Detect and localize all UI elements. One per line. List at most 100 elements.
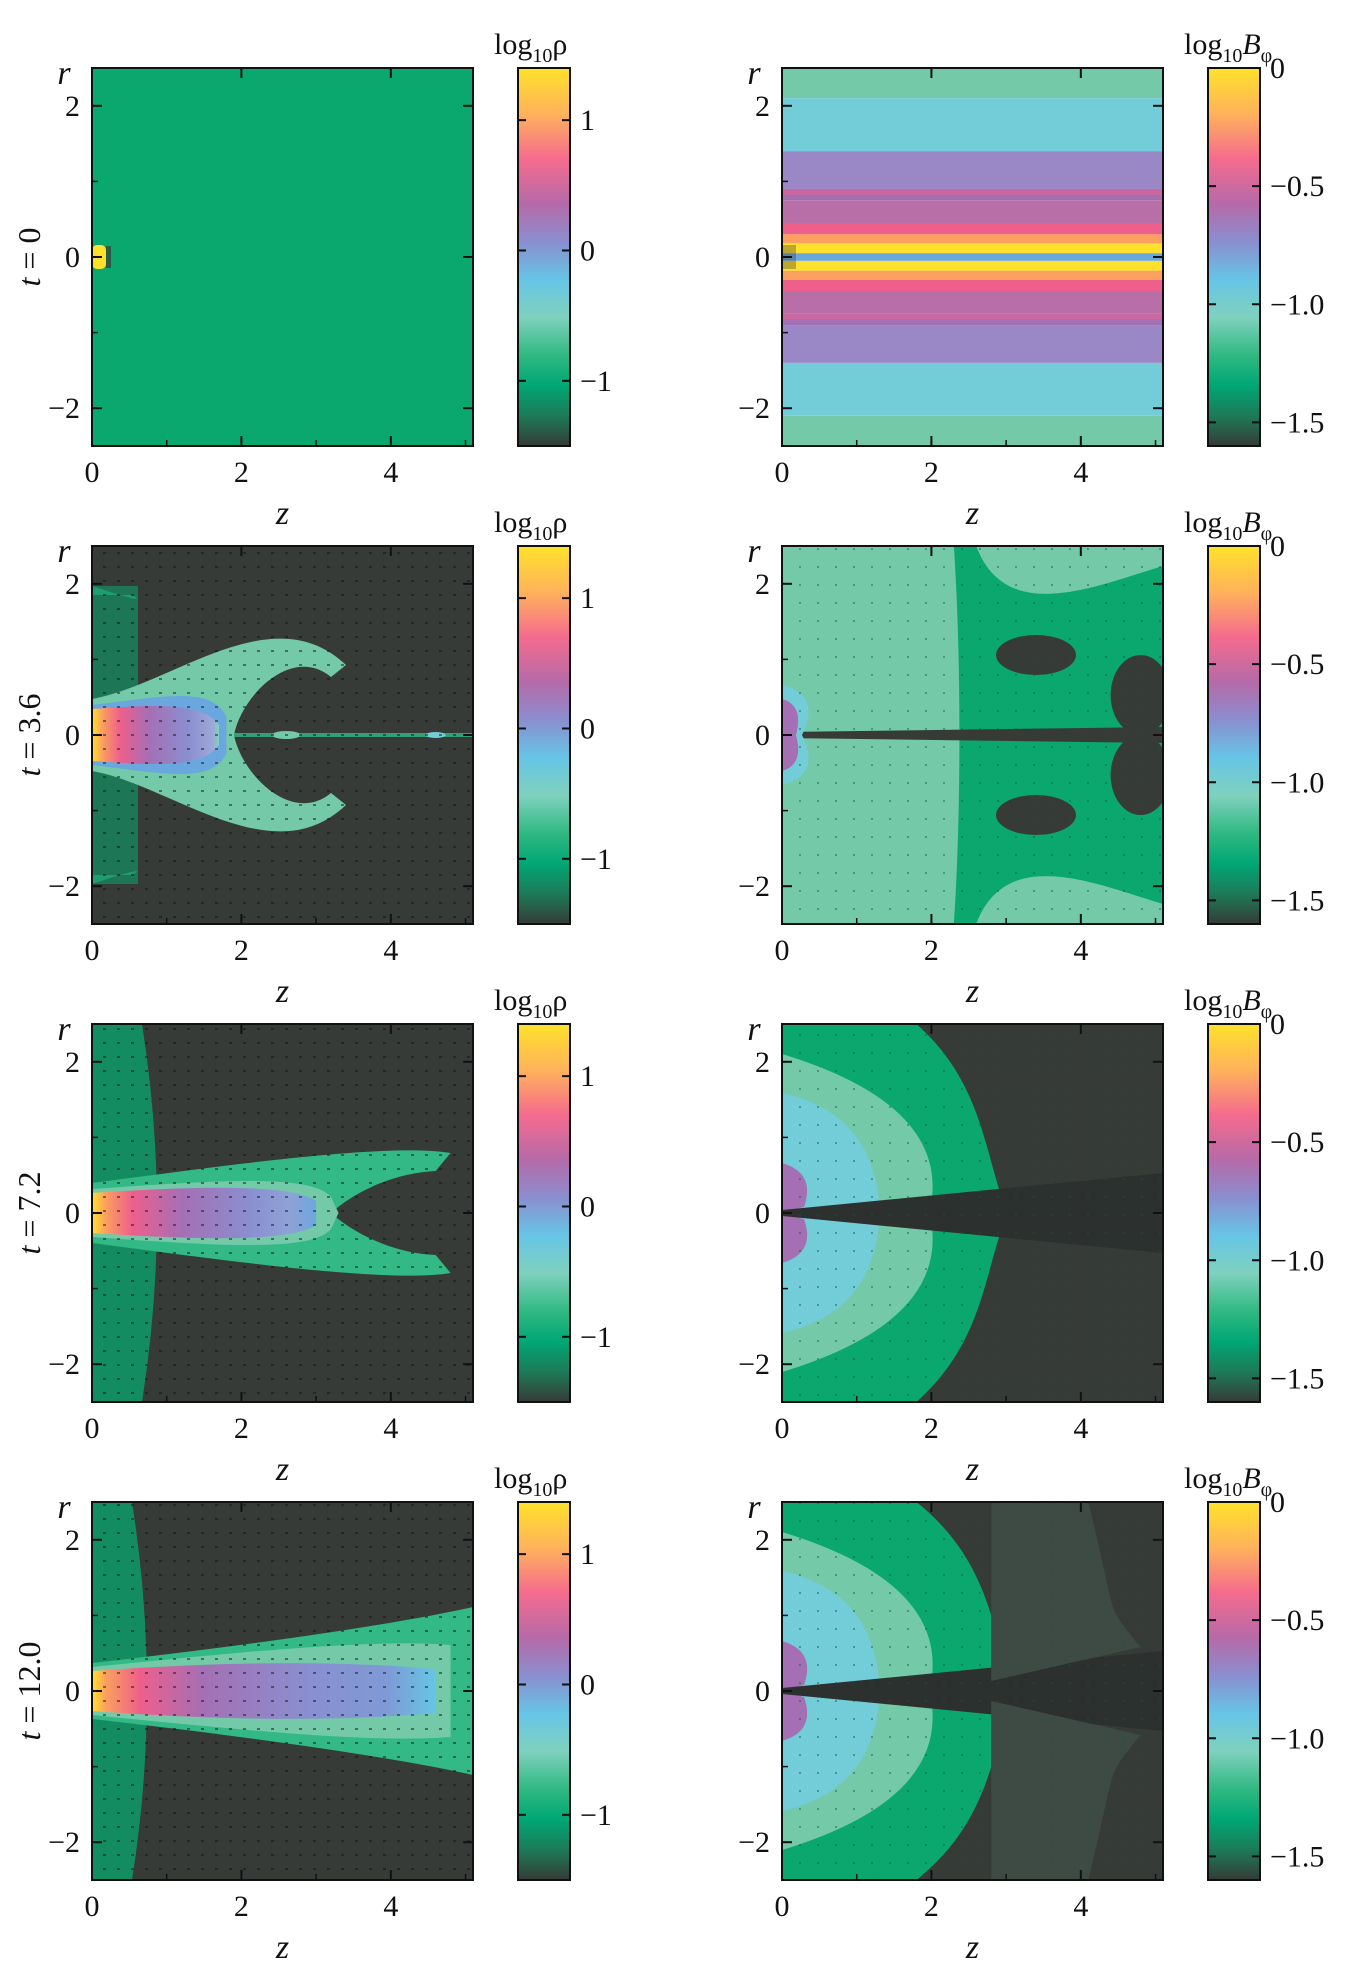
field-band — [782, 243, 1163, 254]
colorbar — [1207, 1023, 1261, 1403]
x-tick-label: 2 — [924, 1412, 939, 1445]
bfield-panel — [782, 546, 1163, 924]
colorbar-tick-label: −1.5 — [1270, 884, 1324, 917]
ambient-medium — [92, 68, 473, 446]
y-tick-label: −2 — [48, 870, 80, 903]
bfield-field — [782, 1024, 1163, 1402]
density-panel — [92, 1502, 473, 1880]
field-band — [782, 270, 1163, 280]
colorbar-tick-label: 0 — [580, 234, 595, 267]
colorbar-title: log10ρ — [494, 506, 567, 545]
panels-layer — [92, 68, 1163, 1880]
bfield-panel — [782, 1024, 1163, 1402]
colorbar-title: log10ρ — [494, 28, 567, 67]
y-tick-label: −2 — [738, 870, 770, 903]
x-axis-label: z — [275, 1929, 289, 1966]
x-tick-label: 4 — [383, 456, 398, 489]
colorbar-tick-label: 1 — [580, 104, 595, 137]
y-tick-label: −2 — [738, 392, 770, 425]
colorbar-tick-label: 0 — [1270, 530, 1285, 563]
colorbar-tick-label: −0.5 — [1270, 1126, 1324, 1159]
x-axis-label: z — [965, 495, 979, 532]
x-axis-label: z — [275, 973, 289, 1010]
density-panel — [92, 546, 473, 924]
y-tick-label: −2 — [48, 1826, 80, 1859]
colorbar-tick-label: 1 — [580, 1538, 595, 1571]
colorbar-tick-label: 0 — [580, 1668, 595, 1701]
nozzle-edge — [106, 246, 111, 268]
x-tick-label: 4 — [1073, 934, 1088, 967]
y-tick-label: −2 — [48, 1348, 80, 1381]
field-band — [782, 257, 1163, 261]
y-axis-label: r — [57, 55, 71, 92]
density-field — [92, 68, 473, 446]
y-tick-label: 2 — [755, 1524, 770, 1557]
velocity-vectors — [782, 1024, 1163, 1402]
x-tick-label: 4 — [1073, 1890, 1088, 1923]
field-band — [782, 325, 1163, 363]
y-tick-label: 0 — [65, 241, 80, 274]
x-tick-label: 0 — [85, 934, 100, 967]
x-tick-label: 2 — [924, 1890, 939, 1923]
bfield-panel — [782, 68, 1163, 446]
colorbar-tick-label: 1 — [580, 582, 595, 615]
density-panel — [92, 1024, 473, 1402]
colorbar-title: log10Bφ — [1184, 1462, 1272, 1501]
x-tick-label: 0 — [775, 456, 790, 489]
bfield-field — [782, 546, 1163, 924]
colorbar — [517, 545, 571, 925]
y-axis-label: r — [57, 1489, 71, 1526]
density-panel — [92, 68, 473, 446]
velocity-vectors — [92, 546, 473, 924]
y-tick-label: 0 — [755, 1197, 770, 1230]
y-tick-label: 2 — [65, 90, 80, 123]
x-tick-label: 4 — [1073, 1412, 1088, 1445]
colorbar-title: log10ρ — [494, 1462, 567, 1501]
colorbar — [1207, 545, 1261, 925]
x-tick-label: 2 — [234, 1890, 249, 1923]
colorbar-tick-label: 0 — [1270, 1008, 1285, 1041]
x-tick-label: 4 — [383, 1890, 398, 1923]
density-field — [92, 1024, 473, 1402]
x-tick-label: 4 — [383, 934, 398, 967]
colorbar-tick-label: −1.0 — [1270, 288, 1324, 321]
y-axis-label: r — [747, 533, 761, 570]
field-band — [782, 313, 1163, 320]
colorbar-tick-label: −0.5 — [1270, 1604, 1324, 1637]
time-label: t = 7.2 — [11, 1172, 47, 1255]
colorbar-tick-label: −1.0 — [1270, 766, 1324, 799]
colorbar-tick-label: 0 — [1270, 1486, 1285, 1519]
y-tick-label: −2 — [738, 1826, 770, 1859]
colorbar-tick-label: −0.5 — [1270, 170, 1324, 203]
x-tick-label: 0 — [85, 456, 100, 489]
y-tick-label: 0 — [755, 241, 770, 274]
colorbar-tick-label: 0 — [1270, 52, 1285, 85]
colorbar-tick-label: −1.5 — [1270, 406, 1324, 439]
colorbar-tick-label: −1 — [580, 1799, 612, 1832]
x-axis-label: z — [275, 495, 289, 532]
x-tick-label: 2 — [234, 934, 249, 967]
colorbar — [517, 1501, 571, 1881]
field-band — [782, 260, 1163, 271]
y-axis-label: r — [57, 533, 71, 570]
x-tick-label: 0 — [775, 1412, 790, 1445]
colorbar-tick-label: 0 — [580, 712, 595, 745]
field-band — [782, 415, 1163, 446]
x-tick-label: 0 — [775, 934, 790, 967]
density-field — [92, 546, 473, 924]
x-axis-label: z — [275, 1451, 289, 1488]
field-band — [782, 151, 1163, 189]
velocity-vectors — [92, 1024, 473, 1402]
y-tick-label: 0 — [755, 1675, 770, 1708]
time-label: t = 12.0 — [11, 1642, 47, 1741]
colorbar-title: log10Bφ — [1184, 984, 1272, 1023]
field-band — [782, 362, 1163, 416]
y-tick-label: 2 — [65, 568, 80, 601]
y-tick-label: −2 — [48, 392, 80, 425]
x-axis-label: z — [965, 973, 979, 1010]
x-tick-label: 4 — [1073, 456, 1088, 489]
colorbar-tick-label: 0 — [580, 1190, 595, 1223]
field-band — [782, 188, 1163, 195]
colorbar-tick-label: −1.5 — [1270, 1840, 1324, 1873]
